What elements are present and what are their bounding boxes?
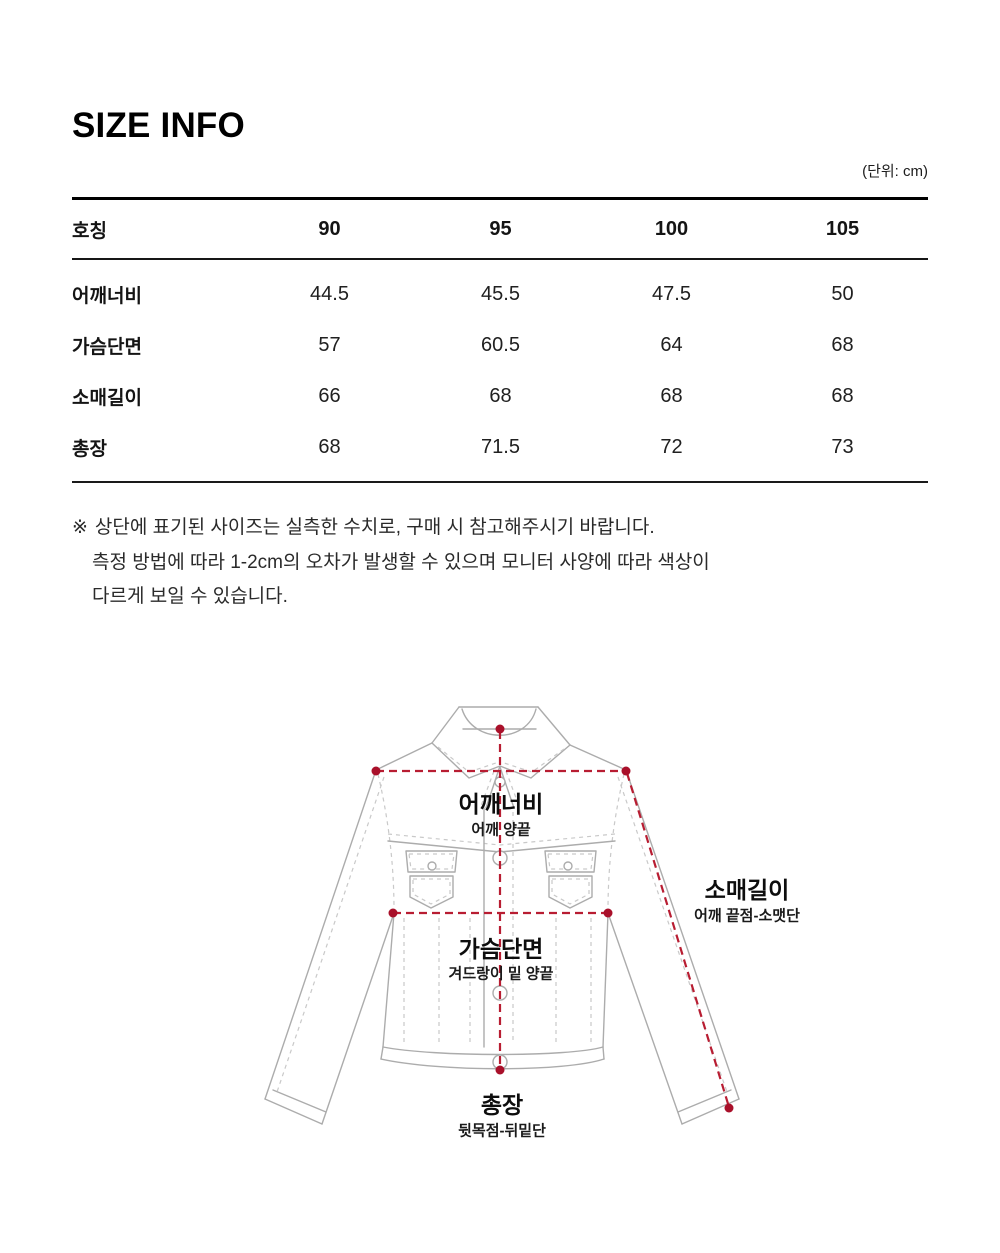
cell-value: 68 — [660, 385, 683, 407]
table-body: 어깨너비 44.5 45.5 47.5 50 가슴단면 57 60.5 64 6… — [72, 260, 928, 483]
row-label: 소매길이 — [72, 388, 142, 409]
header-cell-size-90: 90 — [318, 217, 341, 240]
sleeve-measure-line — [625, 772, 731, 1108]
pocket-right — [544, 850, 597, 909]
cell-value: 45.5 — [481, 283, 520, 305]
header-cell-size-100: 100 — [654, 217, 689, 240]
table-row-chest: 가슴단면 57 60.5 64 68 — [72, 320, 928, 371]
chest-width-label: 가슴단면 — [458, 936, 544, 962]
cell-value: 72 — [660, 436, 683, 458]
measurement-dots — [371, 724, 734, 1113]
header-cell-size-95: 95 — [489, 217, 512, 240]
cell-value: 73 — [831, 436, 854, 458]
notice: ※ 상단에 표기된 사이즈는 실측한 수치로, 구매 시 참고해주시기 바랍니다.… — [72, 511, 710, 615]
cell-value: 68 — [489, 385, 512, 407]
cell-value: 71.5 — [481, 436, 520, 458]
notice-line: 다르게 보일 수 있습니다. — [92, 586, 288, 607]
pocket-left — [405, 850, 458, 909]
cell-value: 68 — [318, 436, 341, 458]
unit-label: (단위: cm) — [862, 163, 928, 180]
sleeve-left — [264, 769, 395, 1125]
table-row-sleeve: 소매길이 66 68 68 68 — [72, 371, 928, 422]
notice-marker: ※ — [72, 517, 88, 538]
table-row-length: 총장 68 71.5 72 73 — [72, 422, 928, 473]
table-header-row: 호칭 90 95 100 105 — [72, 200, 928, 260]
cell-value: 44.5 — [310, 283, 349, 305]
total-length-label: 총장 — [480, 1092, 524, 1118]
row-label: 어깨너비 — [72, 286, 142, 307]
cell-value: 66 — [318, 385, 341, 407]
jacket-diagram — [264, 706, 740, 1125]
chest-width-desc: 겨드랑이 밑 양끝 — [448, 965, 554, 983]
page-title: SIZE INFO — [72, 106, 245, 145]
shoulder-seams — [375, 742, 627, 771]
notice-line: 측정 방법에 따라 1-2cm의 오차가 발생할 수 있으며 모니터 사양에 따… — [92, 551, 710, 573]
header-cell-name: 호칭 — [72, 220, 107, 242]
row-label: 가슴단면 — [72, 337, 142, 358]
cell-value: 60.5 — [481, 334, 520, 356]
cell-value: 47.5 — [652, 283, 691, 305]
armhole-seams — [377, 773, 625, 912]
notice-text: 상단에 표기된 사이즈는 실측한 수치로, 구매 시 참고해주시기 바랍니다. — [94, 517, 655, 538]
sleeve-right — [607, 769, 740, 1125]
cell-value: 50 — [831, 283, 854, 305]
shoulder-width-label: 어깨너비 — [458, 791, 544, 817]
sleeve-length-label: 소매길이 — [704, 877, 790, 903]
total-length-desc: 뒷목점-뒤밑단 — [458, 1122, 546, 1140]
measurement-lines — [376, 731, 731, 1108]
notice-line: ※ 상단에 표기된 사이즈는 실측한 수치로, 구매 시 참고해주시기 바랍니다. — [72, 511, 710, 546]
measurement-diagram: 어깨너비 어깨 양끝 가슴단면 겨드랑이 밑 양끝 소매길이 어깨 끝점-소맷단… — [0, 660, 1000, 1220]
sleeve-length-desc: 어깨 끝점-소맷단 — [694, 907, 800, 925]
size-table: 호칭 90 95 100 105 어깨너비 44.5 45.5 47.5 50 … — [72, 197, 928, 483]
shoulder-width-desc: 어깨 양끝 — [471, 821, 531, 839]
cell-value: 68 — [831, 334, 854, 356]
cell-value: 68 — [831, 385, 854, 407]
header-cell-size-105: 105 — [825, 217, 860, 240]
cell-value: 57 — [318, 334, 341, 356]
row-label: 총장 — [72, 439, 107, 460]
table-row-shoulder: 어깨너비 44.5 45.5 47.5 50 — [72, 269, 928, 320]
cell-value: 64 — [660, 334, 683, 356]
